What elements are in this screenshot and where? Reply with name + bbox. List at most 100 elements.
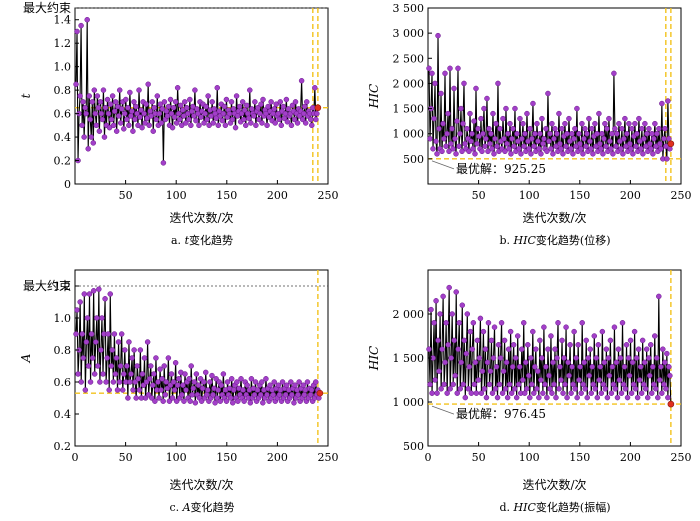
- data-point: [540, 390, 546, 396]
- data-point: [189, 108, 195, 114]
- data-point: [588, 390, 595, 396]
- data-point: [240, 387, 246, 393]
- data-point: [436, 368, 442, 374]
- data-point: [440, 120, 446, 127]
- data-point: [215, 122, 222, 129]
- data-point: [491, 324, 498, 330]
- data-point: [657, 141, 663, 147]
- data-point: [478, 115, 484, 122]
- data-point: [553, 143, 559, 150]
- data-point: [577, 364, 583, 370]
- data-point: [596, 110, 602, 117]
- data-point: [283, 382, 290, 388]
- data-point: [162, 392, 169, 398]
- data-point: [187, 398, 193, 404]
- data-point: [614, 394, 621, 401]
- data-point: [289, 102, 296, 109]
- data-point: [298, 78, 305, 84]
- data-point: [79, 122, 85, 129]
- data-point: [455, 65, 461, 72]
- data-point: [107, 101, 114, 107]
- data-point: [169, 124, 176, 131]
- data-point: [171, 387, 178, 393]
- panel-c: 最大约束 0 50 100 150 200 250 0.2 0.4 0.6 0.8 1.0 1.2 迭代次…: [19, 269, 339, 514]
- data-point: [492, 386, 499, 392]
- data-point: [494, 143, 500, 150]
- data-point: [628, 390, 635, 396]
- data-point: [507, 120, 513, 127]
- data-point: [143, 101, 149, 107]
- data-point: [276, 392, 283, 398]
- data-point: [500, 115, 506, 122]
- data-point: [558, 377, 564, 383]
- data-point: [642, 120, 648, 127]
- data-point: [571, 135, 577, 142]
- data-point: [123, 96, 129, 103]
- data-point: [108, 363, 115, 369]
- data-point: [90, 288, 97, 294]
- data-point: [223, 398, 230, 404]
- data-point: [83, 110, 89, 117]
- data-point: [160, 398, 166, 404]
- data-point: [537, 130, 543, 137]
- data-point: [444, 130, 450, 137]
- data-point: [513, 394, 520, 401]
- data-point: [130, 128, 136, 134]
- data-point: [127, 379, 133, 385]
- data-point: [509, 364, 516, 370]
- data-point: [536, 394, 542, 401]
- data-point: [651, 381, 657, 388]
- data-point: [241, 398, 247, 404]
- data-point: [564, 130, 570, 137]
- caption-text: 变化趋势(振幅): [536, 500, 611, 514]
- data-point: [623, 342, 630, 348]
- data-point: [135, 122, 141, 129]
- data-point: [104, 96, 111, 103]
- data-point: [314, 110, 320, 117]
- data-point: [431, 320, 437, 326]
- x-tick-label: 250: [318, 189, 339, 202]
- data-point: [618, 146, 624, 152]
- data-point: [263, 110, 269, 117]
- data-point: [276, 116, 283, 123]
- data-point: [227, 395, 234, 401]
- data-point: [84, 16, 90, 23]
- data-point: [212, 400, 218, 406]
- data-point: [613, 359, 620, 366]
- data-point: [113, 128, 120, 134]
- data-point: [205, 93, 211, 99]
- data-point: [300, 382, 307, 388]
- data-point: [645, 355, 652, 361]
- data-point: [665, 394, 671, 401]
- data-point: [620, 151, 626, 157]
- data-point: [313, 116, 319, 123]
- data-point: [149, 99, 155, 105]
- data-point: [546, 372, 552, 379]
- data-point: [589, 125, 595, 132]
- data-point: [132, 116, 138, 123]
- data-point: [271, 106, 277, 112]
- data-point: [666, 364, 672, 370]
- data-point: [640, 151, 646, 157]
- data-point: [483, 394, 490, 401]
- panel-caption: c. A变化趋势: [169, 500, 234, 514]
- x-tick-label: 200: [267, 189, 288, 202]
- data-point: [531, 390, 537, 396]
- data-point: [151, 371, 157, 377]
- data-point: [564, 394, 570, 401]
- data-point: [460, 381, 467, 388]
- data-point: [520, 320, 527, 326]
- data-point: [251, 392, 258, 398]
- data-point: [433, 138, 439, 145]
- data-point: [526, 372, 532, 379]
- data-point: [545, 346, 551, 352]
- data-point: [244, 382, 251, 388]
- data-point: [443, 143, 449, 150]
- data-point: [92, 110, 99, 117]
- x-tick-label: 50: [472, 451, 486, 464]
- data-point: [133, 103, 139, 110]
- data-point: [640, 381, 647, 388]
- data-point: [271, 379, 277, 385]
- data-point: [234, 379, 240, 385]
- data-point: [222, 122, 229, 129]
